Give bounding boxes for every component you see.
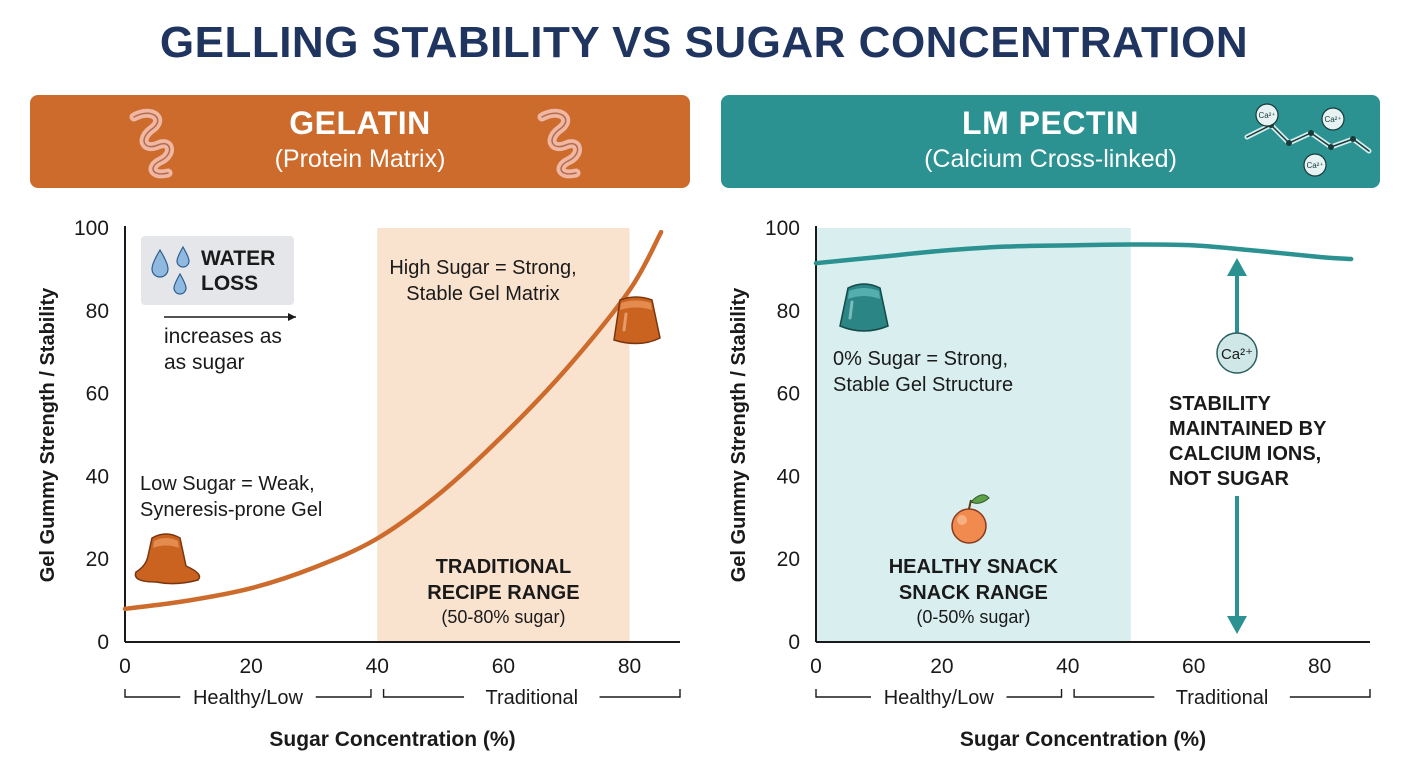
protein-coil-icon (129, 108, 174, 179)
calcium-ion-icon: Ca²⁺ (1255, 103, 1279, 127)
gelatin-range-label: Healthy/Low (193, 687, 304, 709)
water-loss-line-1: WATER (201, 247, 275, 270)
gelatin-y-tick-label: 20 (86, 548, 109, 571)
pectin-x-tick-label: 80 (1308, 655, 1331, 678)
low-sugar-callout-1: Low Sugar = Weak, (140, 473, 315, 495)
svg-text:NOT SUGAR: NOT SUGAR (1169, 468, 1290, 490)
pectin-y-axis-label: Gel Gummy Strength / Stability (728, 287, 750, 582)
gelatin-water-loss-callout: WATER LOSS increases as as sugar (141, 236, 296, 374)
water-loss-line-2: LOSS (201, 272, 258, 295)
stability-arrow (1227, 258, 1247, 634)
gelatin-y-tick-label: 0 (97, 631, 109, 654)
gelatin-range-label: Traditional (485, 687, 578, 709)
pectin-panel-subtitle: (Calcium Cross-linked) (924, 145, 1177, 173)
gelatin-band-label: TRADITIONAL (436, 556, 572, 578)
pectin-band-label: SNACK RANGE (899, 582, 1048, 604)
water-drop-icon (176, 245, 190, 268)
gelatin-band-label: RECIPE RANGE (427, 582, 579, 604)
zero-sugar-callout-1: 0% Sugar = Strong, (833, 348, 1008, 370)
fruit-icon (951, 494, 990, 544)
pectin-x-tick-label: 0 (810, 655, 822, 678)
pectin-panel-title: LM PECTIN (962, 105, 1139, 141)
protein-coil-icon (537, 108, 582, 179)
pectin-y-tick-label: 0 (788, 631, 800, 654)
pectin-band-sublabel: (0-50% sugar) (916, 607, 1030, 627)
gelatin-x-axis-label: Sugar Concentration (%) (269, 728, 515, 751)
pectin-y-tick-label: 40 (777, 465, 800, 488)
gelatin-y-tick-label: 60 (86, 383, 109, 406)
pectin-range-label: Traditional (1176, 687, 1269, 709)
gelatin-series-line (122, 229, 664, 612)
page-title: GELLING STABILITY VS SUGAR CONCENTRATION (159, 18, 1249, 67)
gelatin-y-axis-label: Gel Gummy Strength / Stability (37, 287, 59, 582)
gelatin-banner: GELATIN (Protein Matrix) (30, 95, 690, 188)
gelatin-range-bracket: Traditional (382, 687, 681, 709)
melting-gummy-icon (134, 533, 201, 585)
pectin-range-label: Healthy/Low (884, 687, 995, 709)
gelatin-panel-subtitle: (Protein Matrix) (274, 145, 446, 173)
pectin-banner: Ca²⁺ Ca²⁺ Ca²⁺ LM PECTIN (Calcium Cross-… (721, 95, 1380, 188)
svg-text:Ca²⁺: Ca²⁺ (1306, 161, 1323, 170)
svg-text:Ca²⁺: Ca²⁺ (1324, 115, 1341, 124)
svg-text:STABILITY: STABILITY (1169, 393, 1272, 415)
firm-gummy-icon (613, 296, 661, 345)
pectin-y-tick-label: 20 (777, 548, 800, 571)
gelatin-y-tick-label: 80 (86, 300, 109, 323)
pectin-chart: HEALTHY SNACK SNACK RANGE (0-50% sugar) 0 20… (728, 217, 1371, 751)
zero-sugar-callout-2: Stable Gel Structure (833, 374, 1013, 396)
gelatin-x-tick-label: 60 (492, 655, 515, 678)
stability-callout: STABILITY MAINTAINED BY CALCIUM IONS, NO… (1169, 393, 1327, 490)
gelatin-x-tick-label: 80 (618, 655, 641, 678)
pectin-x-tick-label: 60 (1182, 655, 1205, 678)
pectin-x-tick-label: 20 (930, 655, 953, 678)
pectin-series-line (813, 242, 1354, 266)
high-sugar-callout-1: High Sugar = Strong, (389, 257, 576, 279)
pectin-y-tick-label: 80 (777, 300, 800, 323)
calcium-ion-label: Ca²⁺ (1221, 346, 1253, 363)
calcium-ion-icon: Ca²⁺ (1216, 332, 1258, 374)
calcium-ion-icon: Ca²⁺ (1321, 107, 1345, 131)
pectin-gummy-icon (839, 283, 889, 332)
water-loss-note-1: increases as (164, 325, 282, 348)
pectin-x-tick-label: 40 (1056, 655, 1079, 678)
gelatin-panel-title: GELATIN (289, 105, 431, 141)
svg-text:MAINTAINED BY: MAINTAINED BY (1169, 418, 1327, 440)
pectin-x-axis-label: Sugar Concentration (%) (960, 728, 1206, 751)
pectin-y-tick-label: 100 (765, 217, 800, 240)
pectin-band-label: HEALTHY SNACK (889, 556, 1059, 578)
gelatin-x-tick-label: 0 (119, 655, 131, 678)
calcium-ion-icon: Ca²⁺ (1303, 153, 1327, 177)
gelatin-y-tick-label: 100 (74, 217, 109, 240)
water-drop-icon (173, 272, 187, 295)
gelatin-x-tick-label: 40 (366, 655, 389, 678)
gelatin-band-sublabel: (50-80% sugar) (441, 607, 565, 627)
water-loss-note-2: as sugar (164, 351, 245, 374)
pectin-range-bracket: Healthy/Low (815, 687, 1063, 709)
water-drop-icon (151, 248, 169, 278)
gelatin-range-bracket: Healthy/Low (124, 687, 372, 709)
calcium-crosslink-icon: Ca²⁺ Ca²⁺ Ca²⁺ (1244, 103, 1372, 177)
pectin-y-tick-label: 60 (777, 383, 800, 406)
pectin-range-bracket: Traditional (1073, 687, 1371, 709)
gelatin-y-tick-label: 40 (86, 465, 109, 488)
low-sugar-callout-2: Syneresis-prone Gel (140, 499, 322, 521)
gelatin-chart: TRADITIONAL RECIPE RANGE (50-80% sugar) 0 20… (37, 217, 681, 751)
svg-text:CALCIUM IONS,: CALCIUM IONS, (1169, 443, 1321, 465)
high-sugar-callout-2: Stable Gel Matrix (406, 283, 559, 305)
svg-text:Ca²⁺: Ca²⁺ (1258, 111, 1275, 120)
gelatin-x-tick-label: 20 (239, 655, 262, 678)
